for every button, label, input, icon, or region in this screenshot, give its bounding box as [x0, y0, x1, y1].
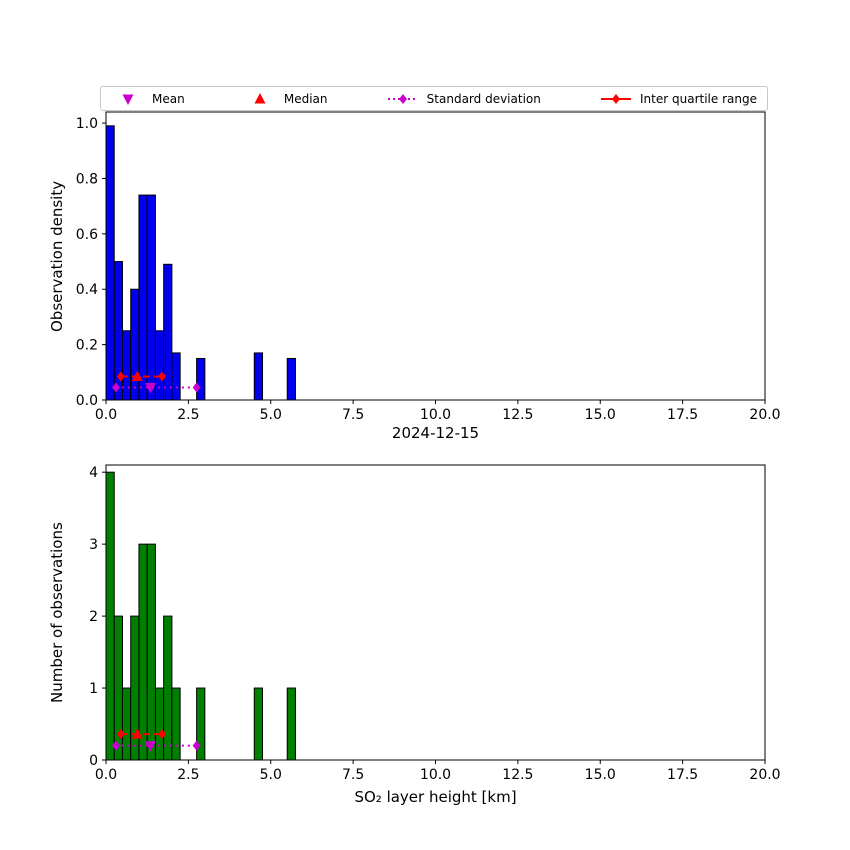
histogram-bar	[121, 330, 132, 401]
x-tick-label: 2.5	[177, 407, 199, 423]
x-tick-label: 7.5	[342, 767, 364, 783]
histogram-bar	[105, 125, 115, 401]
diamond-icon	[387, 93, 418, 104]
x-tick-label: 5.0	[260, 767, 282, 783]
legend-label: Standard deviation	[426, 91, 541, 106]
x-tick-label: 5.0	[260, 407, 282, 423]
histogram-bar	[146, 194, 156, 401]
histogram-bar	[253, 352, 264, 401]
x-tick-label: 20.0	[749, 767, 780, 783]
ylabel-number-of-observations: Number of observations	[48, 522, 66, 703]
std-dev-endpoint-marker	[192, 740, 201, 751]
x-tick-label: 12.5	[502, 767, 533, 783]
x-tick-label: 7.5	[342, 407, 364, 423]
histogram-bar	[171, 352, 181, 401]
y-tick-label: 0	[89, 753, 98, 769]
x-tick-label: 17.5	[667, 767, 698, 783]
plot-area	[105, 464, 766, 761]
x-tick-label: 20.0	[749, 407, 780, 423]
triangle-down-icon	[122, 94, 134, 105]
y-tick-label: 0.4	[76, 282, 98, 298]
mean-marker	[144, 383, 156, 394]
histogram-bar	[138, 194, 148, 401]
histogram-bar	[253, 687, 264, 761]
x-tick-label: 15.0	[585, 767, 616, 783]
iqr-endpoint-marker	[158, 729, 167, 740]
y-tick-label: 3	[89, 537, 98, 553]
histogram-bar	[121, 687, 132, 761]
median-marker	[131, 370, 143, 381]
plot-area	[105, 111, 766, 401]
x-tick-label: 12.5	[502, 407, 533, 423]
legend-marker-shape	[122, 94, 134, 105]
legend-marker-shape	[254, 92, 266, 103]
std-dev-endpoint-marker	[192, 382, 201, 393]
x-tick-label: 0.0	[95, 767, 117, 783]
xlabel-so2-layer-height: SO₂ layer height [km]	[354, 788, 517, 806]
x-tick-label: 2.5	[177, 767, 199, 783]
legend-label: Mean	[152, 91, 185, 106]
legend-label: Median	[283, 91, 328, 106]
x-tick-label: 17.5	[667, 407, 698, 423]
legend-item: Inter quartile range	[599, 92, 757, 106]
histogram-bar	[163, 615, 173, 761]
y-tick-label: 0.2	[76, 338, 98, 354]
y-tick-label: 0.8	[76, 171, 98, 187]
histogram-bar	[105, 471, 115, 761]
std-dev-endpoint-marker	[111, 382, 120, 393]
histogram-bar	[154, 330, 165, 401]
x-tick-label: 15.0	[585, 407, 616, 423]
iqr-endpoint-marker	[158, 371, 167, 382]
y-tick-label: 1.0	[76, 116, 98, 132]
ylabel-observation-density: Observation density	[48, 180, 66, 332]
histogram-bar	[154, 687, 165, 761]
histogram-bar	[196, 687, 206, 761]
histogram-bar	[130, 288, 140, 401]
legend-marker-shape	[398, 93, 407, 104]
legend-marker-shape	[612, 93, 621, 104]
chart-title-date: 2024-12-15	[391, 424, 480, 442]
histogram-bar	[138, 543, 148, 761]
legend-item: Median	[243, 92, 328, 106]
diamond-icon	[601, 93, 632, 104]
x-tick-label: 0.0	[95, 407, 117, 423]
x-tick-label: 10.0	[420, 407, 451, 423]
legend-label: Inter quartile range	[640, 91, 757, 106]
triangle-up-icon	[254, 92, 266, 103]
histogram-bar	[171, 687, 181, 761]
iqr-endpoint-marker	[116, 729, 125, 740]
y-tick-label: 0.0	[76, 393, 98, 409]
legend-item: Mean	[111, 92, 185, 106]
median-marker	[131, 728, 143, 739]
legend-item: Standard deviation	[386, 92, 541, 106]
y-tick-label: 0.6	[76, 227, 98, 243]
histogram-bar	[286, 357, 296, 401]
x-tick-label: 10.0	[420, 767, 451, 783]
legend: Mean Median Standard deviation Inter quarti…	[100, 86, 768, 111]
y-tick-label: 2	[89, 609, 98, 625]
y-tick-label: 4	[89, 465, 98, 481]
mean-marker	[144, 741, 156, 752]
iqr-endpoint-marker	[116, 371, 125, 382]
std-dev-endpoint-marker	[111, 740, 120, 751]
histogram-bar	[286, 687, 296, 761]
histogram-bar	[146, 543, 156, 761]
y-tick-label: 1	[89, 681, 98, 697]
histogram-bar	[196, 357, 206, 401]
histogram-bar	[163, 263, 173, 401]
